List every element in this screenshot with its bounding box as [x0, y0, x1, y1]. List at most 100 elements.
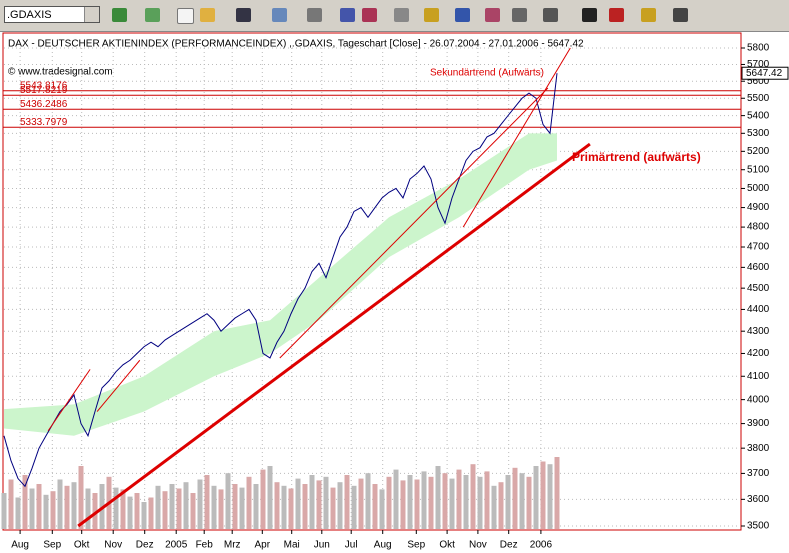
- volume-bar: [421, 471, 427, 529]
- icon[interactable]: [145, 8, 160, 22]
- volume-bar: [197, 479, 203, 529]
- volume-bar: [218, 489, 224, 529]
- volume-bar: [22, 475, 28, 529]
- icon[interactable]: [272, 8, 287, 22]
- icon[interactable]: [543, 8, 558, 22]
- copyright: © www.tradesignal.com: [8, 67, 113, 78]
- icon[interactable]: [340, 8, 355, 22]
- volume-bar: [358, 478, 364, 529]
- trendline-label: Primärtrend (aufwärts): [572, 150, 701, 164]
- volume-bar: [176, 488, 182, 529]
- x-tick-label: Okt: [439, 540, 455, 551]
- volume-bar: [92, 493, 98, 529]
- volume-bar: [379, 489, 385, 529]
- volume-bar: [246, 476, 252, 529]
- volume-bar: [547, 464, 553, 529]
- volume-bar: [470, 464, 476, 529]
- combo-button[interactable]: [84, 7, 99, 22]
- volume-bar: [190, 493, 196, 529]
- icon[interactable]: [394, 8, 409, 22]
- trendline: [77, 142, 591, 528]
- volume-bar: [554, 457, 560, 529]
- volume-bar: [484, 471, 490, 529]
- y-tick-label: 3500: [747, 521, 770, 532]
- volume-bar: [267, 466, 273, 529]
- y-tick-label: 4100: [747, 371, 770, 382]
- volume-bar: [260, 469, 266, 529]
- price-line: [3, 73, 558, 488]
- volume-bar: [435, 466, 441, 529]
- icon[interactable]: [455, 8, 470, 22]
- toolbar: .GDAXIS: [0, 0, 789, 32]
- volume-bar: [533, 466, 539, 529]
- volume-bar: [386, 476, 392, 529]
- y-tick-label: 3700: [747, 468, 770, 479]
- volume-bar: [15, 497, 21, 529]
- icon[interactable]: [362, 8, 377, 22]
- y-tick-label: 4900: [747, 202, 770, 213]
- volume-bar: [113, 487, 119, 529]
- icon[interactable]: [512, 8, 527, 22]
- volume-bar: [337, 482, 343, 529]
- volume-bar: [526, 476, 532, 529]
- volume-bar: [50, 491, 56, 529]
- level-label: 5333.7979: [20, 117, 68, 128]
- ma-band: [4, 133, 557, 436]
- y-tick-label: 3600: [747, 494, 770, 505]
- volume-bar: [442, 473, 448, 529]
- volume-bar: [505, 475, 511, 529]
- icon[interactable]: [200, 8, 215, 22]
- x-tick-label: Jul: [345, 540, 358, 551]
- y-tick-label: 4700: [747, 242, 770, 253]
- volume-bar: [134, 493, 140, 529]
- volume-bar: [365, 473, 371, 529]
- symbol-combo[interactable]: .GDAXIS: [4, 6, 100, 23]
- volume-bar: [372, 484, 378, 529]
- volume-bar: [428, 476, 434, 529]
- x-tick-label: Aug: [374, 540, 392, 551]
- icon[interactable]: [641, 8, 656, 22]
- volume-bar: [393, 469, 399, 529]
- x-tick-label: Nov: [469, 540, 487, 551]
- x-tick-label: Sep: [43, 540, 61, 551]
- volume-bar: [211, 485, 217, 529]
- volume-bar: [302, 484, 308, 529]
- trendline-label: Sekundärtrend (Aufwärts): [430, 68, 544, 79]
- icon[interactable]: [177, 8, 194, 24]
- chart-frame: [2, 32, 742, 531]
- icon[interactable]: [236, 8, 251, 22]
- x-tick-label: Feb: [196, 540, 214, 551]
- y-tick-label: 4300: [747, 326, 770, 337]
- icon[interactable]: [307, 8, 322, 22]
- y-tick-label: 4500: [747, 283, 770, 294]
- last-value-box: [741, 66, 789, 80]
- volume-bar: [57, 479, 63, 529]
- volume-bar: [239, 487, 245, 529]
- y-tick-label: 4600: [747, 262, 770, 273]
- icon[interactable]: [673, 8, 688, 22]
- icon[interactable]: [112, 8, 127, 22]
- y-tick-label: 4200: [747, 348, 770, 359]
- y-tick-label: 5300: [747, 128, 770, 139]
- icon[interactable]: [485, 8, 500, 22]
- y-tick-label: 5800: [747, 43, 770, 54]
- volume-bar: [71, 482, 77, 529]
- y-tick-label: 4400: [747, 304, 770, 315]
- volume-bar: [29, 488, 35, 529]
- icon[interactable]: [609, 8, 624, 22]
- y-tick-label: 4800: [747, 222, 770, 233]
- trendline: [279, 87, 549, 359]
- icon[interactable]: [582, 8, 597, 22]
- volume-bar: [225, 473, 231, 529]
- x-tick-label: Mai: [284, 540, 300, 551]
- x-tick-label: Okt: [74, 540, 90, 551]
- trendline: [462, 47, 571, 228]
- last-value: 5647.42: [746, 68, 783, 79]
- x-tick-label: Aug: [11, 540, 29, 551]
- y-tick-label: 5700: [747, 59, 770, 70]
- volume-bar: [169, 484, 175, 529]
- icon[interactable]: [424, 8, 439, 22]
- volume-bar: [1, 493, 7, 529]
- level-label: 5543.8176: [20, 80, 68, 91]
